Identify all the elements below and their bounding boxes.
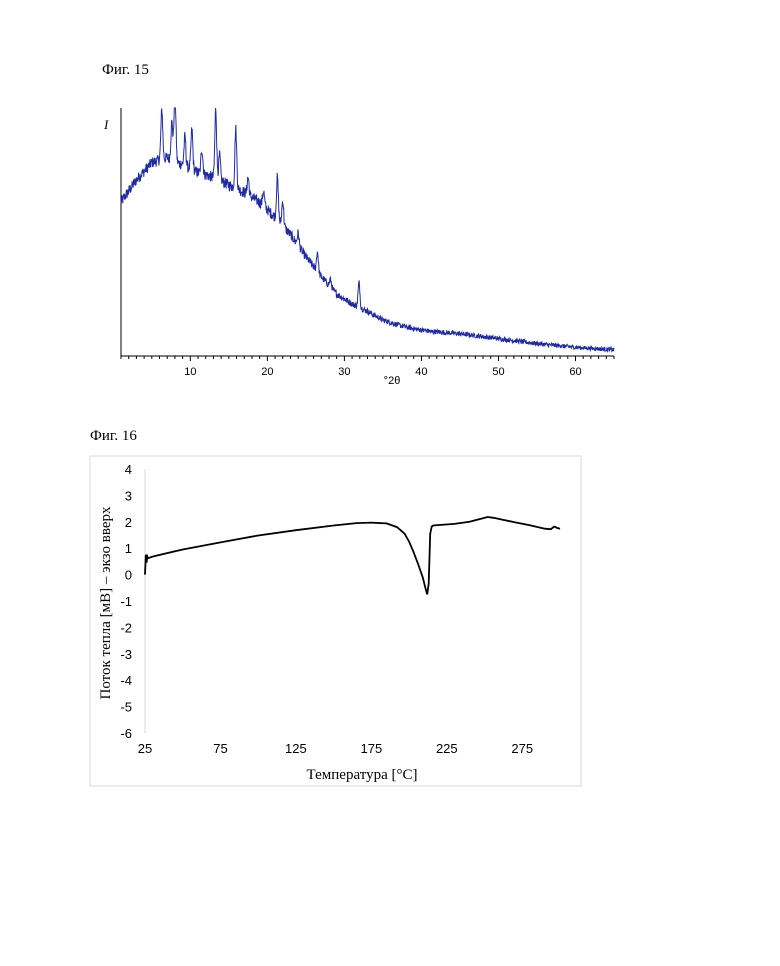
y-tick-label: -6 <box>120 726 132 741</box>
y-tick-label: -4 <box>120 673 132 688</box>
series-line <box>145 517 560 594</box>
y-tick-label: -3 <box>120 647 132 662</box>
x-tick-label: 125 <box>285 741 307 756</box>
x-tick-label: 175 <box>361 741 383 756</box>
x-tick-label: 25 <box>138 741 152 756</box>
y-tick-label: -2 <box>120 620 132 635</box>
x-axis-label: Температура [°C] <box>307 767 418 783</box>
chart-frame <box>90 456 581 786</box>
x-tick-label: 75 <box>213 741 227 756</box>
x-tick-label: 275 <box>511 741 533 756</box>
y-tick-label: 4 <box>125 462 132 477</box>
y-tick-label: 1 <box>125 541 132 556</box>
y-tick-label: 3 <box>125 488 132 503</box>
y-tick-label: 2 <box>125 515 132 530</box>
x-tick-label: 225 <box>436 741 458 756</box>
y-tick-label: -5 <box>120 700 132 715</box>
y-tick-label: -1 <box>120 594 132 609</box>
y-tick-label: 0 <box>125 568 132 583</box>
y-axis-label: Поток тепла [мВ] – экзо вверх <box>98 506 114 700</box>
